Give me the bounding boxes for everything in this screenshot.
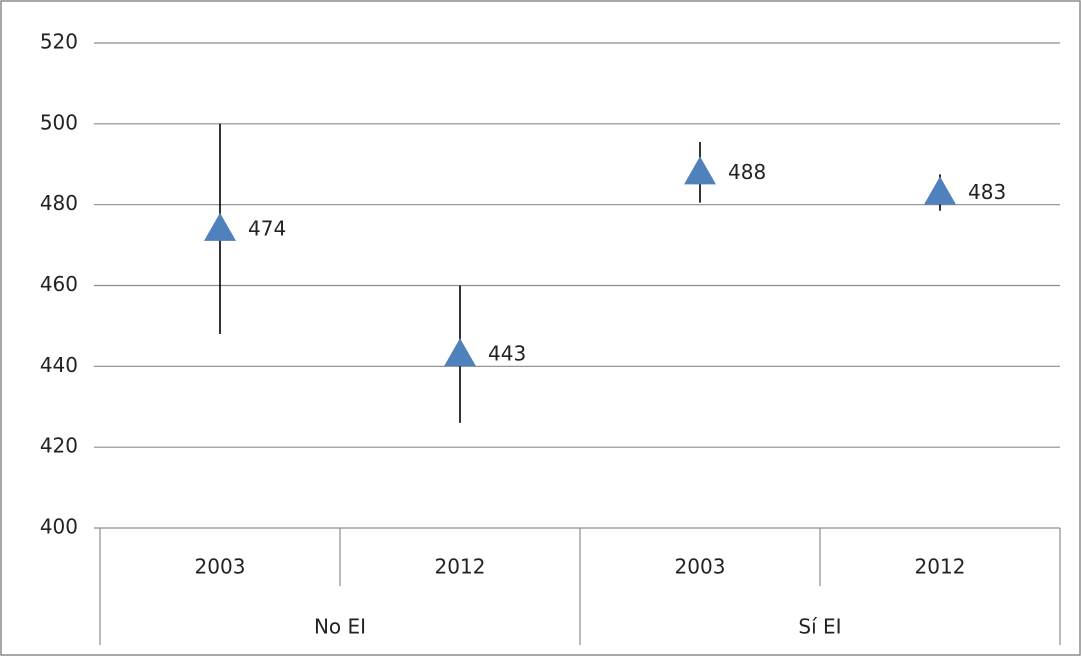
x-tick-label: 2003 (675, 555, 726, 579)
x-tick-label: 2012 (915, 555, 966, 579)
marker (204, 212, 236, 241)
group-label: No EI (314, 615, 366, 639)
marker (444, 338, 476, 367)
group-label: Sí EI (798, 615, 841, 639)
marker (924, 176, 956, 205)
data-label: 488 (728, 160, 766, 184)
data-label: 483 (968, 180, 1006, 204)
x-tick-label: 2003 (195, 555, 246, 579)
data-label: 474 (248, 216, 286, 240)
y-tick-label: 420 (40, 434, 78, 458)
marker (684, 156, 716, 185)
y-tick-label: 500 (40, 110, 78, 134)
y-tick-label: 460 (40, 272, 78, 296)
y-tick-label: 480 (40, 191, 78, 215)
y-tick-label: 520 (40, 30, 78, 54)
x-tick-label: 2012 (435, 555, 486, 579)
y-tick-label: 400 (40, 515, 78, 539)
y-tick-label: 440 (40, 353, 78, 377)
data-label: 443 (488, 342, 526, 366)
